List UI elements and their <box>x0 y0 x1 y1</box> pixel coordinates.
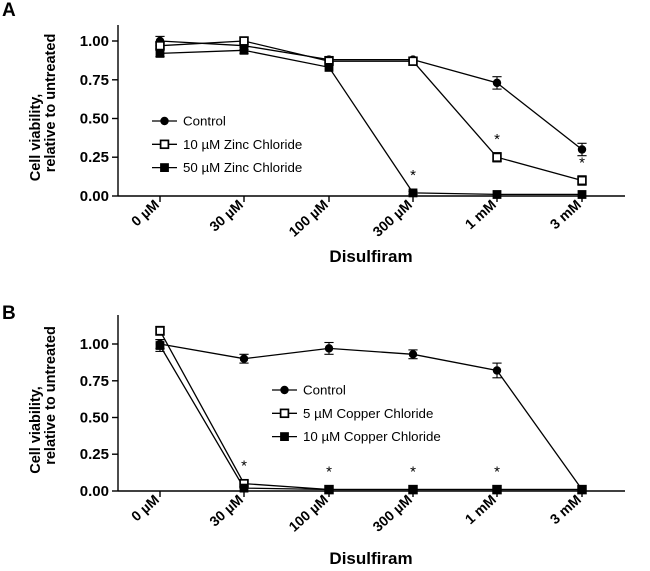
svg-text:relative to untreated: relative to untreated <box>43 34 59 173</box>
svg-text:0.75: 0.75 <box>80 72 109 89</box>
svg-text:*: * <box>241 458 247 475</box>
svg-text:0.25: 0.25 <box>80 149 109 166</box>
svg-text:A: A <box>2 0 16 21</box>
svg-text:5 µM Copper Chloride: 5 µM Copper Chloride <box>303 406 433 421</box>
svg-text:1.00: 1.00 <box>80 336 109 353</box>
svg-text:Disulfiram: Disulfiram <box>329 247 412 266</box>
svg-text:*: * <box>410 464 416 481</box>
svg-text:0.25: 0.25 <box>80 446 109 463</box>
svg-text:1.00: 1.00 <box>80 33 109 50</box>
svg-text:10 µM Zinc Chloride: 10 µM Zinc Chloride <box>183 137 302 152</box>
svg-text:Disulfiram: Disulfiram <box>329 549 412 566</box>
svg-text:*: * <box>410 167 416 184</box>
svg-text:0.00: 0.00 <box>80 188 109 205</box>
svg-text:Control: Control <box>303 383 346 398</box>
svg-text:Cell viability,: Cell viability, <box>28 94 44 182</box>
svg-text:B: B <box>2 303 16 324</box>
svg-text:*: * <box>326 464 332 481</box>
svg-text:Control: Control <box>183 114 226 129</box>
svg-text:0.50: 0.50 <box>80 111 109 128</box>
svg-text:*: * <box>494 464 500 481</box>
svg-text:*: * <box>494 131 500 148</box>
svg-text:Cell viability,: Cell viability, <box>28 386 44 474</box>
svg-text:*: * <box>579 155 585 172</box>
svg-text:10 µM Copper Chloride: 10 µM Copper Chloride <box>303 429 441 444</box>
svg-text:0.00: 0.00 <box>80 483 109 500</box>
svg-text:50 µM Zinc Chloride: 50 µM Zinc Chloride <box>183 160 302 175</box>
svg-text:relative to untreated: relative to untreated <box>43 326 59 465</box>
svg-text:0.50: 0.50 <box>80 410 109 427</box>
svg-text:0.75: 0.75 <box>80 373 109 390</box>
